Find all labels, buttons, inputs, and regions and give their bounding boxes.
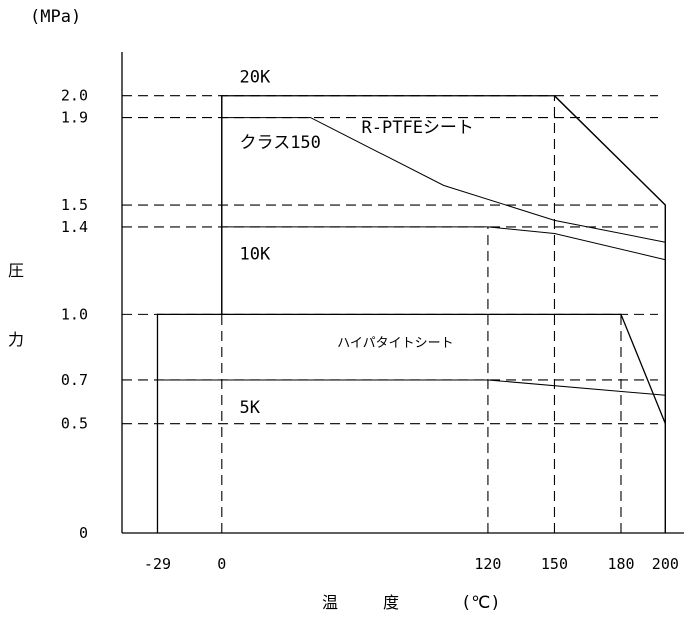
y-tick-label-7: 2.0: [61, 87, 88, 105]
series-line-3: [157, 379, 666, 396]
x-unit-label: (℃): [461, 593, 501, 613]
x-tick-label-1: 0: [217, 555, 226, 573]
series-lines: [156, 95, 666, 533]
y-tick-label-4: 1.4: [61, 218, 88, 236]
x-axis-label-char-2: 度: [383, 593, 399, 612]
y-tick-label-2: 0.7: [61, 371, 88, 389]
series-label-1: クラス150: [240, 133, 321, 153]
y-tick-label-1: 0.5: [61, 415, 88, 433]
series-line-2: [221, 226, 666, 261]
x-axis-label-char-1: 温: [322, 593, 338, 612]
series-label-2: 10K: [240, 245, 271, 265]
y-tick-label-5: 1.5: [61, 196, 88, 214]
y-unit-label: (MPa): [30, 7, 81, 27]
tick-labels: 0 0.5 0.7 1.0 1.4 1.5 1.9 2.0 -29 0 120 150 180 200: [61, 87, 679, 573]
x-tick-label-3: 150: [541, 555, 568, 573]
x-tick-label-5: 200: [652, 555, 679, 573]
axes: [121, 52, 684, 534]
material-label-0: R-PTFEシート: [362, 118, 474, 138]
x-tick-label-0: -29: [144, 555, 171, 573]
material-limit-line-1: [156, 313, 666, 533]
y-axis-label-char-1: 圧: [8, 261, 24, 280]
series-label-0: 20K: [240, 68, 271, 88]
series-line-1: [221, 117, 666, 243]
y-tick-label-3: 1.0: [61, 305, 88, 323]
material-label-1: ハイパタイトシート: [337, 336, 453, 351]
x-tick-label-4: 180: [607, 555, 634, 573]
series-label-3: 5K: [240, 398, 261, 418]
x-tick-label-2: 120: [474, 555, 501, 573]
y-tick-label-0: 0: [79, 524, 88, 542]
y-axis-label-char-2: 力: [8, 330, 24, 349]
y-tick-label-6: 1.9: [61, 109, 88, 127]
